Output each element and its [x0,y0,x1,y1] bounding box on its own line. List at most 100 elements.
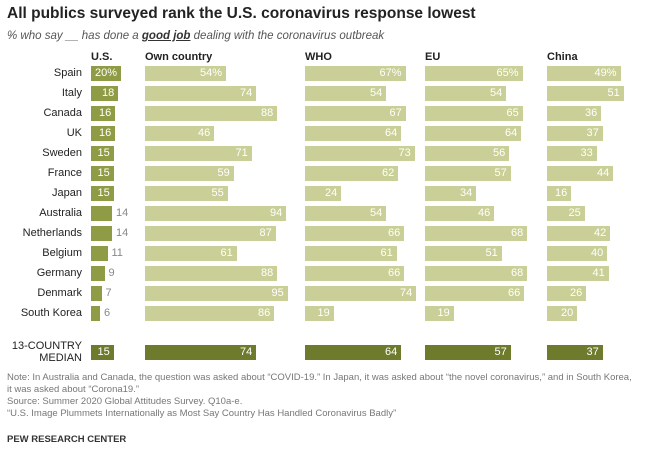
value-label: 66 [388,226,401,239]
bar [305,225,404,241]
bar [547,305,577,321]
value-label: 54% [200,66,223,79]
bar [547,245,607,261]
value-label: 46 [198,126,211,139]
value-label: 71 [235,146,248,159]
value-label: 62 [382,166,395,179]
value-label: 88 [261,266,274,279]
chart-title: All publics surveyed rank the U.S. coron… [7,5,476,22]
note: Source: Summer 2020 Global Attitudes Sur… [7,396,243,407]
value-label: 95 [271,286,284,299]
value-label: 25 [568,206,581,219]
value-label: 41 [592,266,605,279]
value-label: 55 [211,186,224,199]
bar [91,305,100,321]
value-label: 34 [460,186,473,199]
subtitle-emphasis: good job [141,30,191,42]
bar [305,344,401,360]
category-label: Australia [39,207,82,219]
column-header: U.S. [91,51,113,63]
value-label: 33 [580,146,593,159]
column-header: Own country [145,51,213,63]
value-label: 51 [485,246,498,259]
value-label: 94 [270,206,283,219]
bar [91,165,114,181]
bar [425,305,454,321]
bar [425,245,502,261]
value-label: 54 [370,86,383,99]
bar [91,205,112,221]
value-label: 54 [370,206,383,219]
bar [91,185,114,201]
bar [305,285,416,301]
bar [145,185,228,201]
bar [145,165,234,181]
bar [145,145,252,161]
value-label: 68 [511,266,524,279]
value-label: 74 [240,345,253,358]
value-label: 64 [385,345,398,358]
bar [425,165,511,181]
bar [547,125,603,141]
column-header: EU [425,51,441,63]
bar [547,65,621,81]
bar [305,165,398,181]
value-label: 15 [97,345,110,358]
bar [145,105,277,121]
bar [91,285,102,301]
value-label: 57 [494,345,507,358]
bar [425,285,524,301]
bar [425,344,511,360]
subtitle-text: % who say __ has done a [7,30,142,42]
bar [305,145,415,161]
bar [145,205,286,221]
bar [305,105,406,121]
bar [91,225,112,241]
bar [91,105,115,121]
bar [145,344,256,360]
value-label: 37 [586,126,599,139]
bar [547,85,624,101]
value-label: 19 [317,306,330,319]
column-header: China [547,51,578,63]
bar [305,185,341,201]
column-header: WHO [305,51,332,63]
note: “U.S. Image Plummets Internationally as … [7,408,397,419]
bar [305,125,401,141]
value-label: 66 [508,286,521,299]
bar [547,105,601,121]
value-label: 19 [437,306,450,319]
value-label: 65 [506,106,519,119]
bar [425,105,523,121]
bar [145,305,274,321]
value-label: 24 [325,186,338,199]
bar [91,65,121,81]
value-label: 87 [259,226,272,239]
bar [145,265,277,281]
chart-subtitle: % who say __ has done a good job dealing… [7,30,384,42]
category-label: Belgium [42,247,82,259]
value-label: 65% [496,66,519,79]
value-label: 37 [586,345,599,358]
bar [547,145,597,161]
bar [91,245,108,261]
bar [305,305,334,321]
bar [547,185,571,201]
category-label: 13-COUNTRY MEDIAN [11,340,82,364]
value-label: 59 [217,166,230,179]
category-label: Germany [36,267,82,279]
category-label: France [47,167,82,179]
value-label: 64 [385,126,398,139]
value-label: 66 [388,266,401,279]
bar [145,65,226,81]
category-label: Spain [53,67,82,79]
value-label: 6 [104,306,111,319]
bar [425,185,476,201]
subtitle-text: dealing with the coronavirus outbreak [190,30,385,42]
bar [547,285,586,301]
value-label: 15 [97,166,110,179]
bar [305,205,386,221]
bar [305,245,397,261]
value-label: 67% [379,66,402,79]
value-label: 61 [380,246,393,259]
